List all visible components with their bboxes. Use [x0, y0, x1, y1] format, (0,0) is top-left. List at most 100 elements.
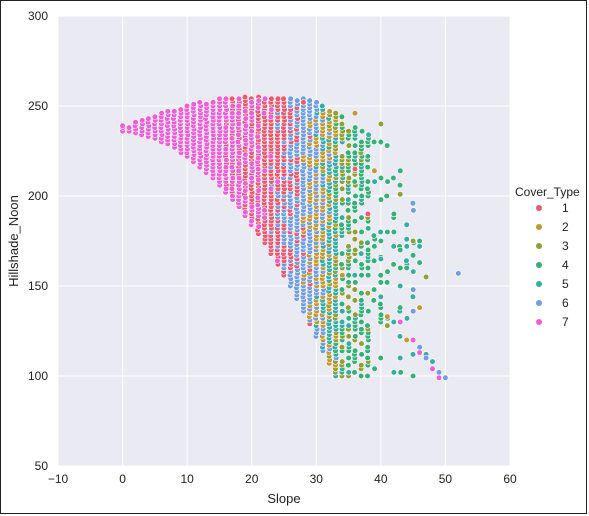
point-type-1: [274, 95, 282, 102]
point-type-3: [345, 142, 353, 149]
point-type-7: [235, 120, 242, 128]
y-tick-labels: 50 100 150 200 250 300: [28, 9, 48, 473]
point-type-5: [397, 282, 404, 290]
y-axis-label: Hillshade_Noon: [6, 195, 21, 287]
point-type-5: [358, 250, 365, 257]
point-type-4: [377, 138, 384, 146]
point-type-7: [119, 122, 126, 129]
point-type-3: [339, 196, 346, 203]
point-type-7: [248, 174, 255, 182]
y-tick-label: 50: [35, 459, 49, 473]
point-type-4: [384, 268, 391, 275]
point-type-1: [241, 93, 249, 101]
point-type-4: [390, 174, 397, 182]
point-type-7: [223, 185, 230, 192]
point-type-7: [248, 128, 255, 135]
legend-marker-2: [536, 224, 542, 230]
legend-entry-1: 1: [562, 201, 569, 215]
point-type-7: [228, 135, 236, 142]
point-type-7: [228, 185, 236, 192]
point-type-5: [403, 236, 410, 243]
point-type-4: [351, 200, 358, 207]
x-tick-label: 50: [439, 472, 453, 486]
point-type-4: [377, 272, 384, 279]
point-type-3: [397, 191, 404, 198]
legend-entry-7: 7: [562, 315, 569, 329]
point-type-4: [358, 351, 365, 358]
point-type-2: [326, 108, 333, 115]
point-type-4: [384, 279, 391, 286]
point-type-7: [236, 174, 243, 182]
point-type-4: [358, 372, 365, 380]
point-type-4: [358, 214, 365, 221]
legend-marker-6: [536, 300, 542, 306]
point-type-4: [384, 228, 391, 236]
point-type-3: [345, 304, 352, 311]
point-type-5: [345, 322, 352, 329]
point-type-7: [255, 122, 262, 129]
point-type-7: [190, 101, 197, 108]
point-type-4: [338, 286, 346, 293]
point-type-3: [345, 243, 352, 250]
y-tick-label: 200: [28, 189, 48, 203]
point-type-4: [358, 192, 365, 200]
point-type-4: [403, 264, 410, 272]
point-type-1: [228, 95, 236, 102]
point-type-4: [352, 124, 359, 131]
legend-marker-7: [536, 319, 542, 325]
point-type-4: [397, 304, 404, 311]
point-type-7: [255, 104, 262, 111]
point-type-7: [229, 174, 236, 182]
point-type-7: [242, 115, 249, 122]
point-type-5: [377, 228, 384, 236]
y-tick-label: 300: [28, 9, 48, 23]
point-type-3: [358, 362, 365, 369]
point-type-6: [287, 95, 294, 102]
point-type-7: [254, 194, 261, 201]
point-type-5: [371, 178, 378, 185]
point-type-4: [410, 252, 417, 259]
point-type-7: [229, 102, 236, 110]
point-type-7: [242, 194, 249, 201]
point-type-5: [345, 196, 352, 203]
point-type-4: [352, 347, 359, 354]
point-type-4: [397, 246, 404, 254]
point-type-4: [338, 221, 345, 228]
point-type-6: [409, 200, 417, 207]
y-tick-label: 250: [28, 99, 48, 113]
point-type-7: [255, 155, 262, 162]
point-type-4: [352, 257, 359, 264]
point-type-3: [364, 290, 371, 297]
point-type-7: [196, 99, 203, 106]
x-tick-labels: −10 0 10 20 30 40 50 60: [48, 472, 517, 486]
point-type-5: [390, 243, 397, 250]
point-type-7: [255, 144, 262, 151]
point-type-4: [384, 178, 391, 185]
point-type-3: [345, 293, 352, 300]
x-tick-label: 60: [503, 472, 517, 486]
point-type-5: [339, 308, 346, 315]
point-type-6: [294, 97, 301, 104]
point-type-4: [352, 142, 359, 149]
point-type-6: [410, 308, 417, 315]
point-type-7: [235, 110, 242, 117]
point-type-4: [352, 279, 359, 286]
x-tick-label: 30: [310, 472, 324, 486]
point-type-7: [235, 167, 242, 174]
point-type-7: [132, 119, 139, 126]
point-type-5: [339, 318, 346, 326]
point-type-1: [268, 95, 275, 102]
legend-marker-1: [536, 205, 542, 211]
point-type-3: [338, 120, 346, 128]
point-type-7: [183, 102, 191, 110]
x-tick-label: 10: [180, 472, 194, 486]
point-type-4: [390, 261, 397, 268]
point-type-2: [403, 336, 410, 344]
point-type-5: [377, 255, 385, 263]
point-type-4: [370, 297, 377, 304]
point-type-4: [358, 272, 365, 279]
point-type-3: [351, 297, 359, 304]
point-type-6: [423, 354, 430, 362]
point-type-4: [358, 326, 365, 333]
point-type-7: [216, 95, 223, 102]
